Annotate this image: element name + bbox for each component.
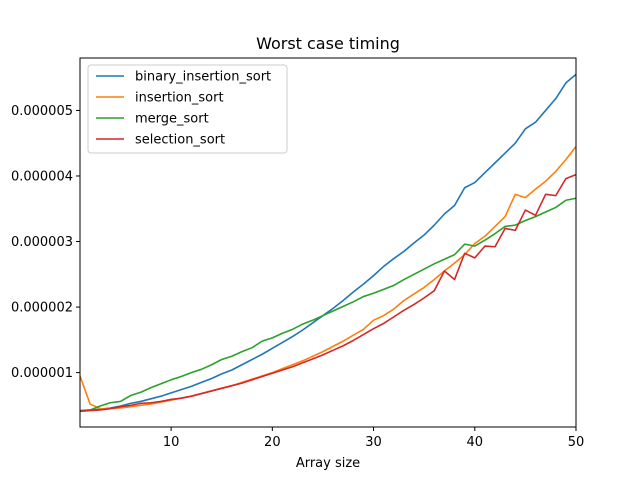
y-tick-label: 0.000003: [11, 235, 73, 250]
series-line-merge-sort: [79, 197, 577, 413]
x-tick-label: 10: [163, 435, 180, 450]
x-tick-label: 40: [467, 435, 484, 450]
series-line-binary-insertion-sort: [79, 73, 577, 412]
series-line-insertion-sort: [79, 145, 577, 410]
legend-label-merge-sort: merge_sort: [135, 112, 209, 127]
y-tick-label: 0.000001: [11, 366, 73, 381]
y-tick-label: 0.000005: [11, 104, 73, 119]
y-tick-label: 0.000002: [11, 301, 73, 316]
legend-box: [87, 64, 288, 154]
x-axis-label: Array size: [296, 456, 360, 471]
y-tick-label: 0.000004: [11, 169, 73, 184]
series-line-selection-sort: [79, 173, 577, 413]
plot-area: 10 20 30 40 50 0.000001 0.000002 0.000003 0.0000…: [11, 57, 585, 450]
legend: binary_insertion_sort insertion_sortmerge…: [87, 64, 288, 154]
x-tick-label: 30: [365, 435, 382, 450]
legend-label-binary-insertion-sort: binary_insertion_sort: [135, 70, 271, 85]
axes-frame: [79, 57, 577, 428]
legend-label-selection-sort: selection_sort: [135, 133, 225, 148]
x-tick-label: 20: [264, 435, 281, 450]
chart-title: Worst case timing: [256, 34, 400, 53]
x-tick-label: 50: [568, 435, 585, 450]
legend-label-insertion-sort: insertion_sort: [135, 91, 224, 106]
